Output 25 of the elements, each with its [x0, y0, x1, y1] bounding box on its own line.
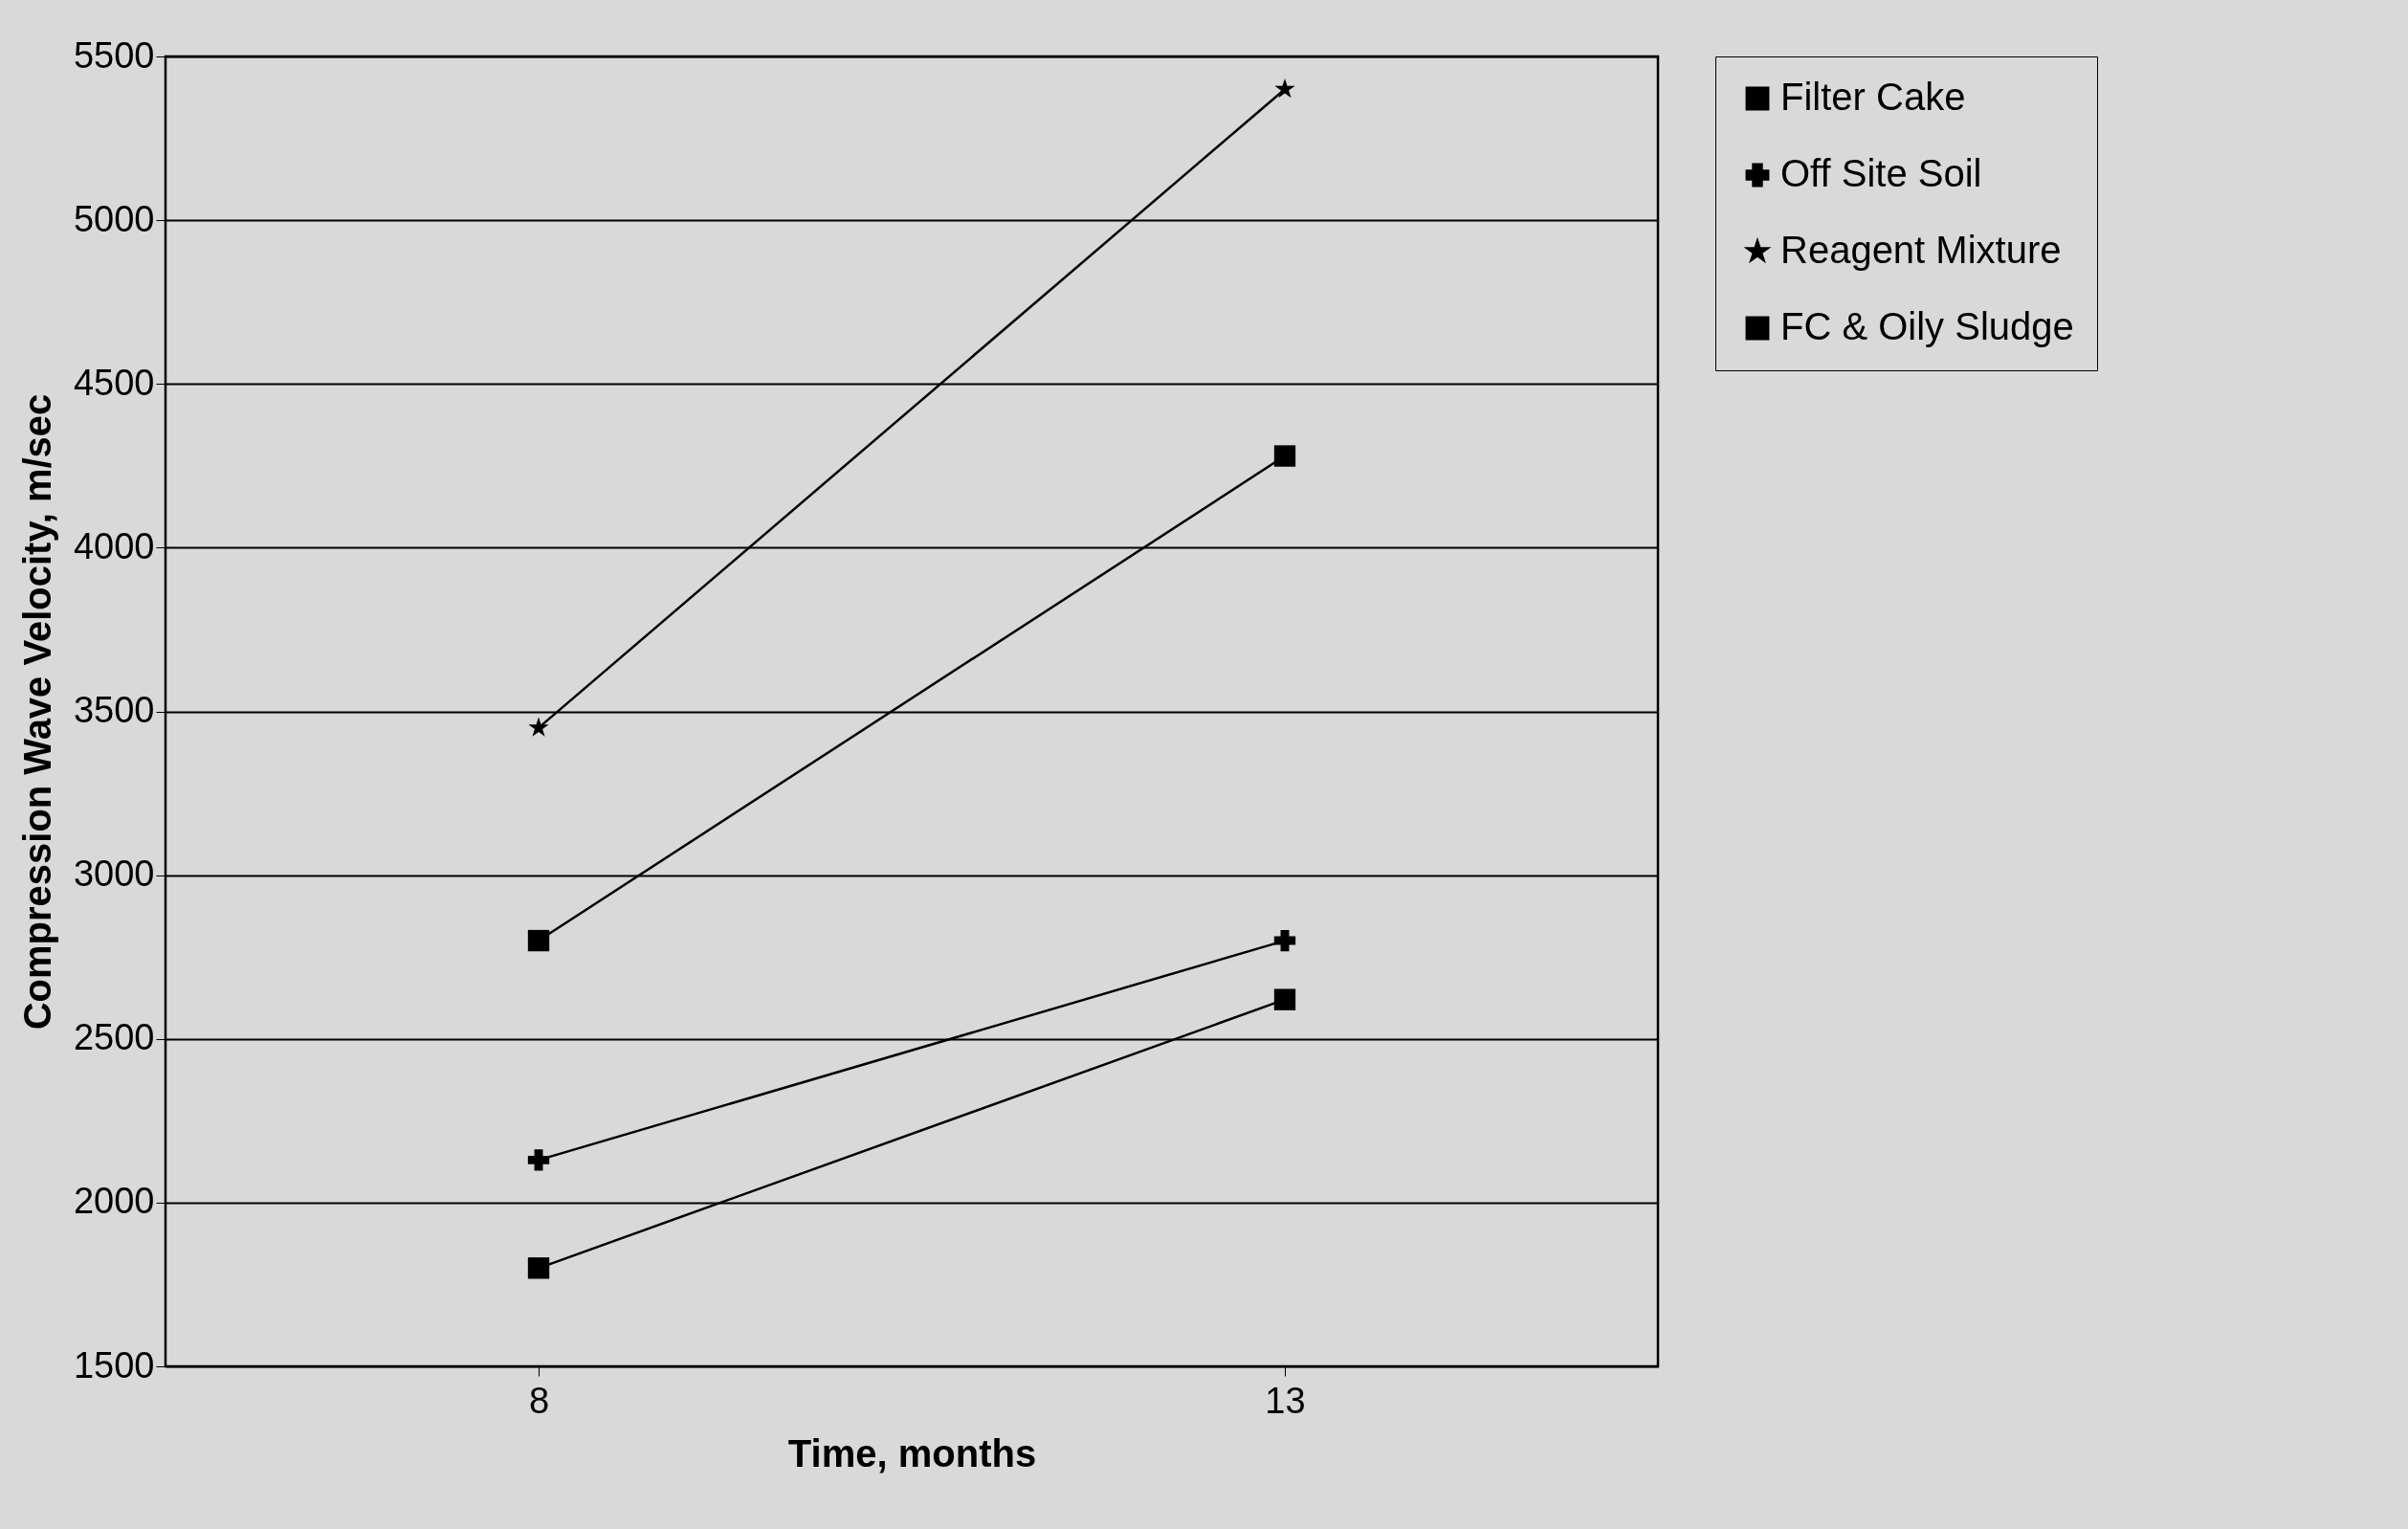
x-tick-label: 13: [1265, 1380, 1306, 1421]
y-tick-label: 3500: [73, 690, 155, 730]
x-tick-label: 8: [528, 1380, 550, 1421]
point: [1273, 445, 1296, 467]
point: [528, 717, 549, 737]
legend-label: Off Site Soil: [1780, 152, 1982, 194]
point: [1274, 78, 1295, 99]
point: [527, 929, 550, 952]
y-tick-label: 4000: [73, 525, 155, 566]
legend-label: FC & Oily Sludge: [1780, 305, 2074, 347]
y-tick-label: 3000: [73, 853, 155, 895]
y-tick-label: 1500: [73, 1344, 155, 1385]
y-tick-label: 2500: [73, 1017, 155, 1058]
point: [527, 1149, 550, 1171]
legend-label: Reagent Mixture: [1780, 229, 2062, 271]
point: [527, 1257, 550, 1279]
y-tick-label: 5500: [73, 34, 155, 76]
y-tick-label: 2000: [73, 1181, 155, 1222]
x-axis-title: Time, months: [787, 1431, 1037, 1474]
y-axis-title: Compression Wave Velocity, m/sec: [15, 393, 58, 1030]
legend-label: Filter Cake: [1780, 76, 1966, 118]
y-tick-label: 4500: [73, 362, 155, 403]
point: [1273, 929, 1296, 952]
y-tick-label: 5000: [73, 198, 155, 239]
point: [1273, 988, 1296, 1010]
